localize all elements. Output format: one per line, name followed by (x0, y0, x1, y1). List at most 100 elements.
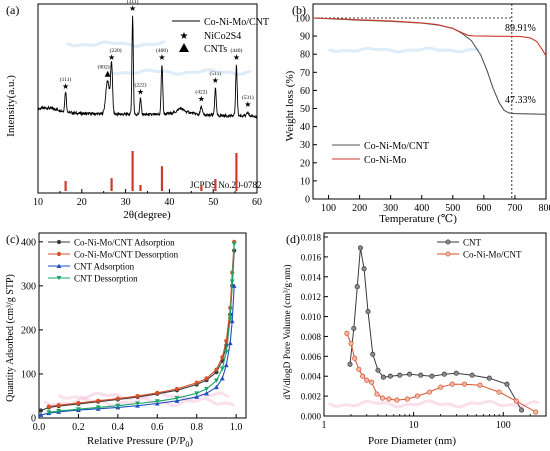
legend-marker (56, 276, 62, 281)
panel-b-legend: Co-Ni-Mo/CNT Co-Ni-Mo (332, 141, 429, 166)
pore-distribution-co-ni-mo-cnt-point (394, 397, 400, 403)
panel-b-x-tick-label: 500 (445, 203, 460, 214)
isotherm-cnt-desorption-point (227, 316, 233, 322)
legend-label-cnts: CNTs (204, 44, 227, 55)
isotherm-cnt-adsorption-point (194, 394, 200, 399)
peak-star-icon: ★ (212, 76, 219, 85)
panel-b-y-tick-label: 70 (300, 68, 310, 79)
peak-star-icon: ★ (158, 53, 165, 62)
panel-b-x-tick-label: 300 (383, 203, 398, 214)
pore-distribution-co-ni-mo-cnt-point (513, 398, 519, 404)
pore-distribution-co-ni-mo-cnt-point (477, 382, 483, 388)
isotherm-co-ni-mo-cnt-desorption-point (46, 404, 51, 409)
peak-label: (222) (135, 81, 147, 88)
panel-d-y-tick-label: 0.006 (301, 352, 322, 362)
panel-b-x-tick-label: 400 (414, 203, 429, 214)
panel-b-y-tick-label: 40 (300, 122, 310, 133)
isotherm-cnt-desorption (46, 242, 237, 415)
panel-b-y-tick-label: 50 (300, 104, 310, 115)
pore-distribution-cnt-point (357, 245, 363, 251)
isotherm-cnt-desorption-point (46, 410, 52, 415)
pore-distribution-cnt-point (361, 266, 367, 272)
tga-line-co-ni-mo (312, 17, 547, 57)
star-icon: ★ (180, 31, 189, 42)
annotation-89-91: 89.91% (505, 23, 536, 34)
pore-distribution-co-ni-mo-cnt-point (449, 381, 455, 387)
isotherm-co-ni-mo-cnt-adsorption-point (38, 408, 44, 413)
panel-c-x-tick-label: 0.6 (151, 422, 164, 433)
pore-distribution-cnt-point (486, 375, 492, 381)
panel-b-x-tick-label: 200 (352, 203, 367, 214)
panel-c-y-tick-label: 400 (21, 237, 36, 248)
isotherm-co-ni-mo-cnt-desorption-point (194, 380, 199, 385)
panel-c-y-tick-label: 200 (21, 325, 36, 336)
panel-c-x-tick-label: 0.8 (190, 422, 203, 433)
isotherm-cnt-adsorption-point (204, 390, 209, 396)
panel-b-y-tick-label: 30 (300, 140, 310, 151)
triangle-icon (179, 43, 189, 52)
legend-label-co-ni-mo-cnt: Co-Ni-Mo/CNT (204, 17, 269, 28)
panel-d-y-tick-label: 0.000 (301, 412, 322, 422)
isotherm-co-ni-mo-cnt-desorption-point (76, 400, 81, 406)
pore-distribution-co-ni-mo-cnt-point (374, 391, 380, 397)
panel-d-x-axis-title: Pore Diameter (nm) (368, 435, 456, 447)
panel-c-x-tick-label: 0.0 (33, 422, 46, 433)
peak-label: (511) (210, 70, 222, 77)
panel-d-y-tick-label: 0.014 (301, 272, 322, 282)
peak-star-icon: ★ (244, 100, 251, 109)
panel-b-x-tick-label: 700 (507, 203, 522, 214)
peak-label: (002) (98, 64, 110, 71)
panel-a-x-tick-label: 40 (164, 197, 174, 208)
panel-c-x-tick-label: 1.0 (230, 422, 243, 433)
peak-label: (220) (110, 47, 122, 54)
pore-distribution-co-ni-mo-cnt-point (352, 355, 358, 361)
isotherm-cnt-adsorption-point (214, 384, 219, 390)
legend-label: CNT (463, 238, 482, 248)
isotherm-co-ni-mo-cnt-desorption-point (204, 376, 209, 381)
pore-distribution-cnt-point (365, 309, 371, 315)
pore-distribution-co-ni-mo-cnt-point (348, 340, 354, 346)
isotherm-co-ni-mo-cnt-desorption-point (56, 403, 61, 408)
peak-star-icon: ★ (198, 95, 205, 104)
panel-c-label: (c) (6, 232, 19, 246)
pore-distribution-cnt-point (469, 372, 475, 378)
pore-distribution-cnt-point (504, 381, 510, 387)
panel-a-background-stroke (108, 68, 252, 76)
panel-d-legend: CNT Co-Ni-Mo/CNT (437, 238, 522, 260)
panel-c-background-stroke (43, 396, 235, 408)
panel-b-x-tick-label: 800 (539, 203, 550, 214)
panel-b-background-stroke (328, 46, 480, 54)
peak-star-icon: ★ (62, 82, 69, 91)
pore-distribution-co-ni-mo-cnt-point (426, 389, 432, 395)
isotherm-cnt-desorption-point (135, 401, 140, 406)
isotherm-cnt-desorption-point (214, 378, 219, 383)
panel-a-x-tick-label: 10 (33, 197, 43, 208)
pore-distribution-co-ni-mo-cnt-point (496, 389, 502, 395)
panel-b-frame (312, 3, 547, 200)
pore-distribution-co-ni-mo-cnt-point (379, 395, 386, 401)
isotherm-cnt-adsorption-point (38, 412, 44, 417)
pore-distribution-co-ni-mo-cnt-point (364, 377, 370, 383)
pore-distribution-cnt (347, 245, 525, 413)
peak-star-icon: ★ (129, 4, 136, 13)
panel-c-frame (38, 232, 247, 419)
pore-distribution-cnt-point (380, 374, 386, 380)
pore-distribution-cnt-point (441, 371, 447, 377)
panel-b-y-tick-label: 60 (300, 86, 310, 97)
panel-b-y-tick-label: 80 (300, 50, 310, 61)
pore-distribution-co-ni-mo-cnt-point (461, 381, 468, 387)
panel-c-x-axis-title: Relative Pressure (P/P0) (87, 435, 193, 449)
pore-distribution-co-ni-mo-cnt-point (360, 373, 366, 379)
pore-distribution-cnt-point (406, 371, 413, 377)
pore-distribution-cnt-point (453, 370, 459, 376)
panel-a-y-axis-title: Intensity(a.u.) (5, 75, 17, 137)
pore-distribution-co-ni-mo-cnt-point (386, 396, 392, 402)
isotherm-co-ni-mo-cnt-desorption-point (96, 398, 101, 403)
xrd-pattern-line (37, 15, 258, 119)
panel-d-y-tick-label: 0.008 (301, 332, 322, 342)
annotation-47-33: 47.33% (505, 95, 536, 106)
panel-d-x-tick-label: 1 (322, 420, 327, 431)
peak-label: (400) (156, 47, 168, 54)
panel-c-y-tick-label: 300 (21, 281, 36, 292)
